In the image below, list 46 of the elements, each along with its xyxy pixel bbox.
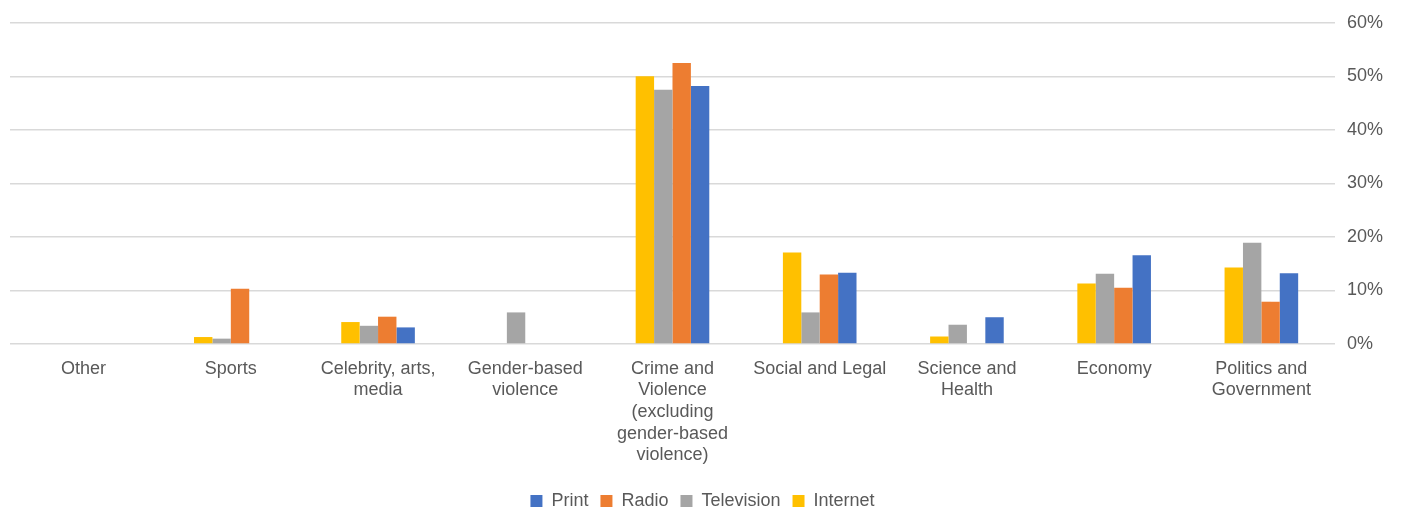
bar [1261,301,1280,344]
bar [801,312,820,344]
x-tick-label: Other [61,357,107,378]
y-tick-label: 0% [1346,332,1373,353]
y-tick-label: 20% [1346,225,1383,246]
legend-label: Television [701,489,781,510]
bar [948,324,967,344]
x-tick-label: Sports [204,357,257,378]
x-tick-label: Science and Health [917,357,1017,400]
bar [930,336,949,344]
bar [396,327,415,344]
bar [359,325,379,344]
bar [1224,267,1243,344]
y-tick-label: 30% [1346,172,1383,193]
bar [654,89,673,344]
y-tick-label: 40% [1346,118,1383,139]
bar [1132,255,1151,344]
x-tick-label: Celebrity, arts, media [320,357,436,400]
bar [672,62,691,344]
bar [690,85,710,344]
bar [506,312,526,344]
bar [230,288,250,344]
bar [194,337,213,344]
bar [985,317,1004,344]
x-tick-label: Politics and Government [1211,357,1311,400]
bar [378,316,397,344]
bar [1077,283,1096,344]
x-tick-label: Crime and Violence (excluding gender-based violence) [616,357,729,465]
bar [1095,273,1115,344]
bar [838,272,857,344]
bar [1279,273,1299,344]
legend-label: Print [551,489,589,510]
legend-label: Internet [813,489,875,510]
bar [782,252,802,344]
bar [341,322,360,344]
bar [635,76,655,344]
bar [1114,287,1133,344]
x-tick-label: Economy [1076,357,1152,378]
bar [1242,242,1262,344]
legend-label: Radio [621,489,669,510]
y-tick-label: 10% [1346,279,1383,300]
x-tick-label: Social and Legal [753,357,887,378]
y-tick-label: 50% [1346,65,1383,86]
x-tick-label: Gender-based violence [467,357,583,400]
bar [819,274,839,344]
y-tick-label: 60% [1346,11,1383,32]
